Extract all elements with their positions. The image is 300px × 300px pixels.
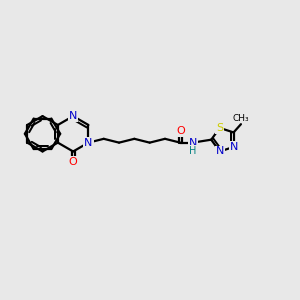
Text: N: N	[188, 138, 197, 148]
Text: N: N	[216, 146, 224, 157]
Text: O: O	[69, 157, 77, 167]
Text: CH₃: CH₃	[232, 114, 249, 123]
Text: N: N	[69, 111, 77, 121]
Text: H: H	[189, 146, 196, 156]
Text: N: N	[230, 142, 238, 152]
Text: N: N	[84, 138, 93, 148]
Text: S: S	[216, 123, 223, 133]
Text: O: O	[176, 126, 185, 136]
